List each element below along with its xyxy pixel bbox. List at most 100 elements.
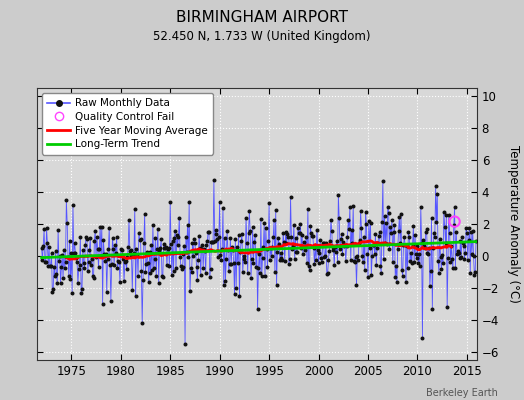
Point [115,259,123,265]
Point [464,257,472,263]
Point [452,229,461,235]
Point [94,264,103,270]
Point [281,229,290,235]
Point [145,279,153,285]
Point [419,236,428,243]
Point [205,229,213,235]
Point [234,259,242,266]
Point [232,284,241,291]
Point [272,282,281,288]
Point [307,230,315,236]
Point [378,218,386,225]
Point [42,225,51,232]
Point [305,267,314,273]
Point [83,236,91,242]
Point [290,256,299,262]
Point [90,274,98,281]
Point [356,236,364,243]
Point [346,257,355,264]
Point [142,261,150,267]
Point [439,260,447,266]
Point [246,228,254,234]
Point [166,198,174,205]
Point [287,234,296,240]
Point [317,254,325,261]
Point [427,268,435,274]
Point [193,276,202,283]
Point [330,262,339,268]
Point [254,265,263,272]
Point [310,261,319,267]
Point [277,250,285,256]
Point [400,234,409,240]
Point [207,239,215,245]
Point [319,240,328,246]
Point [427,215,435,221]
Point [60,247,68,253]
Point [257,216,265,223]
Point [332,249,340,255]
Point [301,243,310,249]
Point [159,274,167,281]
Point [244,230,253,236]
Point [337,231,346,237]
Point [356,208,365,214]
Point [437,266,445,272]
Point [455,255,464,261]
Point [267,253,276,260]
Point [362,209,370,215]
Point [347,227,356,233]
Point [231,236,239,242]
Point [167,241,175,247]
Point [407,250,415,257]
Point [372,262,380,268]
Point [342,258,350,264]
Point [409,223,418,230]
Point [326,238,334,244]
Point [69,202,77,208]
Point [221,277,230,284]
Legend: Raw Monthly Data, Quality Control Fail, Five Year Moving Average, Long-Term Tren: Raw Monthly Data, Quality Control Fail, … [42,93,213,154]
Point [398,272,407,279]
Point [278,256,287,263]
Point [89,273,97,279]
Point [468,228,477,234]
Point [451,218,459,225]
Point [247,275,255,281]
Point [64,254,72,260]
Point [59,275,67,281]
Point [331,244,339,250]
Point [366,220,375,226]
Point [236,249,245,256]
Point [178,266,186,272]
Point [123,254,132,261]
Point [82,234,90,240]
Point [134,272,142,279]
Point [81,242,90,248]
Point [441,223,449,230]
Point [435,269,443,276]
Point [463,230,471,236]
Point [172,264,180,271]
Point [403,265,412,271]
Point [116,246,125,252]
Point [113,234,121,240]
Point [415,251,423,257]
Point [213,236,221,242]
Point [136,237,144,243]
Point [50,264,58,271]
Point [41,258,49,265]
Point [149,222,157,228]
Point [174,234,183,241]
Point [198,241,206,248]
Point [421,229,430,235]
Point [258,254,267,261]
Point [377,270,386,276]
Point [306,223,314,230]
Point [239,253,248,260]
Point [412,255,421,262]
Point [137,268,146,274]
Point [62,197,71,203]
Point [257,273,266,279]
Point [296,230,304,236]
